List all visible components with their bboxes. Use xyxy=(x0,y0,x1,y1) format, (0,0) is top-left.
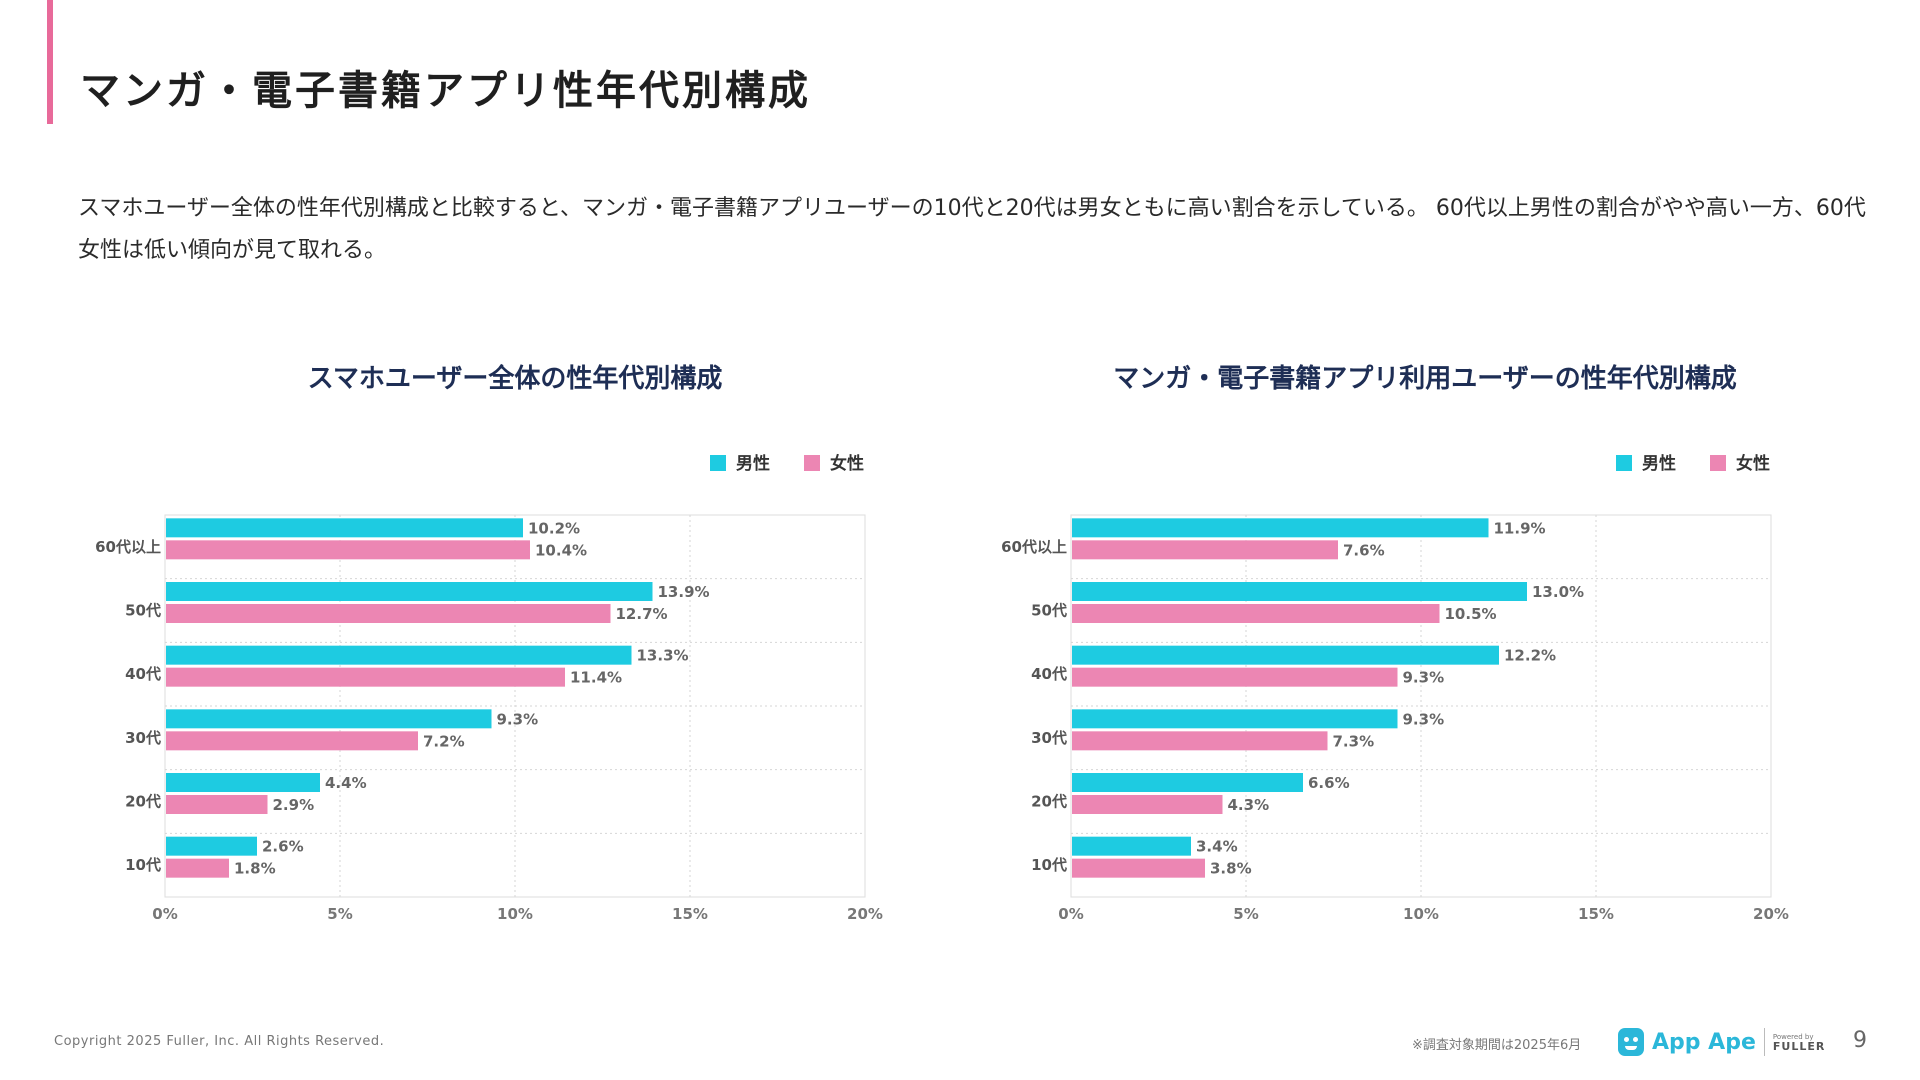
chart-all-users: 0% 5% 10% 15% 20% 60代以上 10.2% 10.4% 50代 13.9% 12.7… xyxy=(95,453,883,923)
x-tick-label: 5% xyxy=(327,905,352,923)
x-tick-label: 0% xyxy=(152,905,177,923)
category-label: 60代以上 xyxy=(1001,538,1067,556)
bar-value-label: 9.3% xyxy=(497,710,539,728)
bar-value-label: 2.9% xyxy=(273,796,315,814)
bar-value-label: 4.3% xyxy=(1228,796,1270,814)
category-label: 60代以上 xyxy=(95,538,161,556)
bar-male xyxy=(166,518,523,538)
bar-value-label: 7.2% xyxy=(423,732,465,750)
bar-male xyxy=(1072,836,1191,856)
chart-title-all-users: スマホユーザー全体の性年代別構成 xyxy=(307,364,723,394)
powered-by-block: Powered by FULLER xyxy=(1773,1032,1825,1052)
category-label: 10代 xyxy=(1031,856,1067,874)
page-title: マンガ・電子書籍アプリ性年代別構成 xyxy=(80,68,811,114)
bar-value-label: 13.0% xyxy=(1532,583,1584,601)
bar-male xyxy=(166,773,320,792)
bar-male xyxy=(1072,645,1499,665)
bar-value-label: 11.4% xyxy=(570,669,622,687)
x-tick-label: 10% xyxy=(1403,905,1439,923)
bar-female xyxy=(1072,731,1328,751)
page-number: 9 xyxy=(1853,1028,1867,1053)
bar-female xyxy=(1072,540,1338,560)
bar-value-label: 7.3% xyxy=(1333,732,1375,750)
category-label: 20代 xyxy=(125,793,161,811)
logo-separator xyxy=(1763,1028,1765,1056)
bar-male xyxy=(1072,709,1398,729)
legend-swatch-female xyxy=(804,455,820,471)
x-tick-label: 15% xyxy=(1578,905,1614,923)
footer-copyright: Copyright 2025 Fuller, Inc. All Rights R… xyxy=(54,1034,385,1049)
bar-value-label: 9.3% xyxy=(1403,669,1445,687)
powered-by-label: Powered by xyxy=(1772,1033,1814,1041)
chart-title-manga-users: マンガ・電子書籍アプリ利用ユーザーの性年代別構成 xyxy=(1113,364,1737,394)
bar-male xyxy=(1072,582,1527,601)
bar-value-label: 1.8% xyxy=(234,860,276,878)
bar-value-label: 11.9% xyxy=(1494,519,1546,537)
category-label: 10代 xyxy=(125,856,161,874)
chart-manga-users: 0% 5% 10% 15% 20% 60代以上 11.9% 7.6% 50代 13.0% 10.5%… xyxy=(1001,453,1789,923)
bar-value-label: 13.3% xyxy=(637,647,689,665)
bar-male xyxy=(1072,518,1489,538)
logo-text: App Ape xyxy=(1652,1029,1756,1055)
page-description: スマホユーザー全体の性年代別構成と比較すると、マンガ・電子書籍アプリユーザーの1… xyxy=(78,196,1866,263)
category-label: 30代 xyxy=(1031,729,1067,747)
category-label: 50代 xyxy=(125,602,161,620)
bar-female xyxy=(166,540,530,560)
bar-female xyxy=(166,667,565,687)
bar-value-label: 10.2% xyxy=(528,519,580,537)
bar-value-label: 7.6% xyxy=(1343,541,1385,559)
bar-male xyxy=(166,645,632,665)
bar-value-label: 9.3% xyxy=(1403,710,1445,728)
x-tick-label: 10% xyxy=(497,905,533,923)
bar-value-label: 3.4% xyxy=(1196,838,1238,856)
app-ape-logo-icon xyxy=(1618,1028,1644,1056)
legend-swatch-male xyxy=(710,455,726,471)
bar-female xyxy=(1072,858,1205,878)
category-label: 40代 xyxy=(125,665,161,683)
bar-value-label: 3.8% xyxy=(1210,860,1252,878)
bar-male xyxy=(166,582,653,601)
legend-swatch-female xyxy=(1710,455,1726,471)
x-tick-label: 15% xyxy=(672,905,708,923)
bar-female xyxy=(1072,604,1440,623)
legend-label: 女性 xyxy=(830,453,864,474)
bar-female xyxy=(166,731,418,751)
bar-value-label: 13.9% xyxy=(658,583,710,601)
category-label: 20代 xyxy=(1031,793,1067,811)
title-accent-bar xyxy=(47,0,53,124)
legend-swatch-male xyxy=(1616,455,1632,471)
bar-value-label: 12.2% xyxy=(1504,647,1556,665)
x-tick-label: 20% xyxy=(1753,905,1789,923)
powered-by-company: FULLER xyxy=(1772,1040,1826,1053)
bar-female xyxy=(166,795,268,814)
bar-value-label: 4.4% xyxy=(325,774,367,792)
bar-female xyxy=(166,858,229,878)
bar-female xyxy=(166,604,611,623)
x-tick-label: 5% xyxy=(1233,905,1258,923)
bar-value-label: 10.5% xyxy=(1445,605,1497,623)
bar-male xyxy=(1072,773,1303,792)
category-label: 40代 xyxy=(1031,665,1067,683)
bar-male xyxy=(166,836,257,856)
footer-survey-note: ※調査対象期間は2025年6月 xyxy=(1412,1038,1582,1053)
bar-value-label: 10.4% xyxy=(535,541,587,559)
legend-label: 男性 xyxy=(1642,453,1676,474)
category-label: 30代 xyxy=(125,729,161,747)
x-tick-label: 0% xyxy=(1058,905,1083,923)
legend-label: 女性 xyxy=(1736,453,1770,474)
bar-value-label: 6.6% xyxy=(1308,774,1350,792)
bar-value-label: 12.7% xyxy=(616,605,668,623)
app-ape-logo: App Ape Powered by FULLER xyxy=(1618,1024,1825,1060)
x-tick-label: 20% xyxy=(847,905,883,923)
bar-value-label: 2.6% xyxy=(262,838,304,856)
bar-female xyxy=(1072,667,1398,687)
legend-label: 男性 xyxy=(736,453,770,474)
category-label: 50代 xyxy=(1031,602,1067,620)
bar-female xyxy=(1072,795,1223,814)
bar-male xyxy=(166,709,492,729)
